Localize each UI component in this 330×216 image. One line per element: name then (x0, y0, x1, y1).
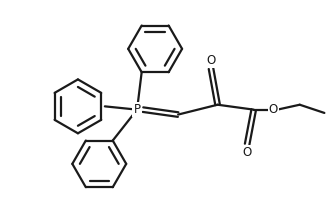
Text: O: O (206, 54, 215, 67)
Text: O: O (269, 103, 278, 116)
Text: P: P (134, 103, 141, 116)
Text: O: O (243, 146, 252, 159)
